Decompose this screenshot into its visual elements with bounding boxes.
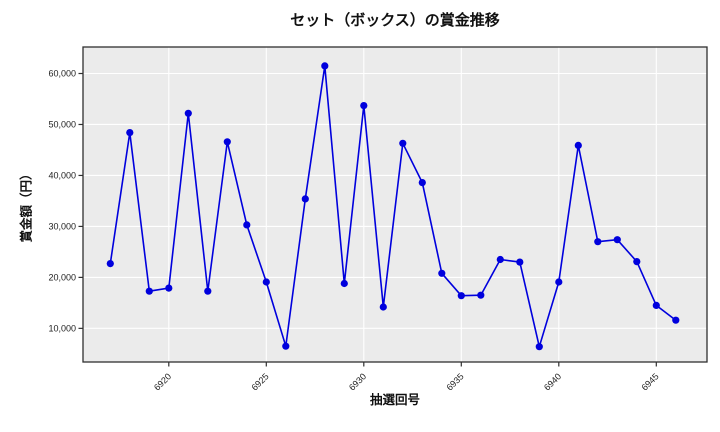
data-point bbox=[672, 316, 680, 324]
data-point bbox=[360, 102, 368, 110]
data-point bbox=[516, 258, 524, 266]
x-tick-label: 6945 bbox=[639, 371, 660, 392]
y-tick-label: 30,000 bbox=[48, 221, 76, 231]
data-point bbox=[262, 278, 270, 286]
data-point bbox=[106, 260, 114, 268]
data-point bbox=[477, 291, 485, 299]
data-point bbox=[145, 287, 153, 295]
data-point bbox=[340, 279, 348, 288]
x-tick-label: 6925 bbox=[249, 371, 270, 392]
data-point bbox=[652, 301, 660, 309]
data-point bbox=[535, 343, 543, 351]
y-tick-label: 40,000 bbox=[48, 170, 76, 180]
data-point bbox=[633, 258, 641, 266]
y-tick-label: 60,000 bbox=[48, 69, 76, 79]
data-point bbox=[204, 287, 212, 295]
data-point bbox=[594, 238, 602, 246]
data-point bbox=[496, 255, 504, 264]
data-point bbox=[438, 269, 446, 277]
y-tick-label: 10,000 bbox=[48, 323, 76, 333]
data-point bbox=[574, 141, 582, 149]
y-tick-label: 50,000 bbox=[48, 119, 76, 129]
data-point bbox=[457, 292, 465, 300]
data-point bbox=[243, 221, 251, 229]
data-point bbox=[165, 284, 173, 292]
x-axis-label: 抽選回号 bbox=[369, 393, 420, 407]
plot-spine bbox=[82, 46, 708, 363]
y-tick-label: 20,000 bbox=[48, 272, 76, 282]
data-point bbox=[613, 236, 621, 244]
x-tick-label: 6940 bbox=[542, 371, 563, 392]
x-tick-label: 6930 bbox=[347, 371, 368, 392]
x-tick-label: 6920 bbox=[152, 371, 173, 392]
chart-title: セット（ボックス）の賞金推移 bbox=[290, 12, 500, 29]
data-point bbox=[282, 342, 290, 350]
data-point bbox=[418, 179, 426, 187]
data-point bbox=[126, 129, 134, 137]
data-point bbox=[379, 303, 387, 311]
data-point bbox=[555, 278, 563, 286]
prize-line bbox=[109, 65, 677, 348]
x-tick-label: 6935 bbox=[444, 371, 465, 392]
data-point bbox=[321, 62, 329, 70]
data-point bbox=[223, 138, 231, 146]
data-point bbox=[301, 195, 309, 203]
data-point bbox=[399, 139, 407, 147]
data-point bbox=[184, 109, 192, 117]
